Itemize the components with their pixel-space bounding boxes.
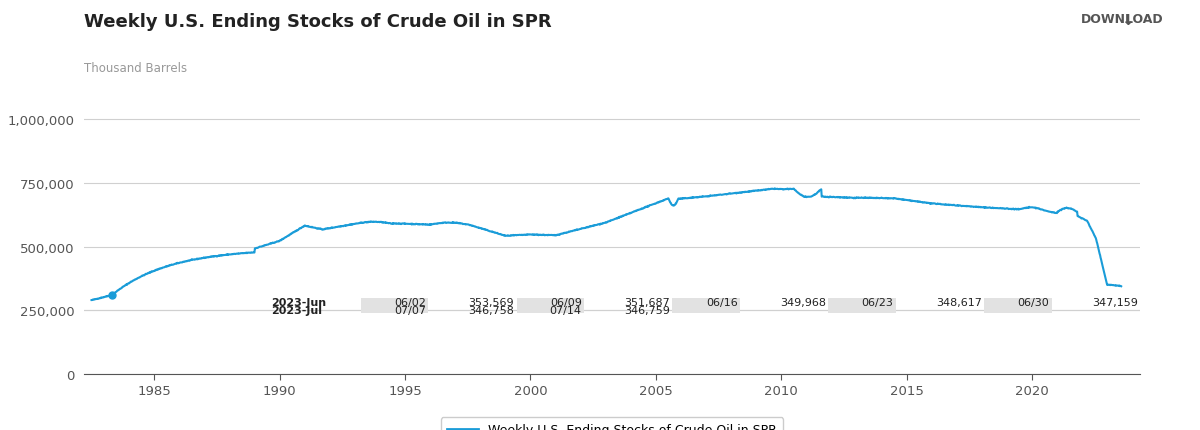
Text: 07/14: 07/14 (550, 305, 582, 315)
Text: 346,758: 346,758 (468, 305, 514, 315)
Text: 07/07: 07/07 (394, 305, 426, 315)
Text: 351,687: 351,687 (624, 297, 670, 307)
Text: 06/30: 06/30 (1018, 297, 1049, 307)
Text: 06/16: 06/16 (706, 297, 738, 307)
Text: Weekly U.S. Ending Stocks of Crude Oil in SPR: Weekly U.S. Ending Stocks of Crude Oil i… (84, 13, 552, 31)
Text: 346,759: 346,759 (624, 305, 670, 315)
Text: ↓: ↓ (1121, 13, 1134, 28)
Text: Thousand Barrels: Thousand Barrels (84, 62, 187, 75)
Legend: Weekly U.S. Ending Stocks of Crude Oil in SPR: Weekly U.S. Ending Stocks of Crude Oil i… (440, 417, 784, 430)
Text: 2023-Jul: 2023-Jul (271, 305, 322, 315)
Text: DOWNLOAD: DOWNLOAD (1081, 13, 1164, 26)
Text: 06/23: 06/23 (862, 297, 893, 307)
Text: 348,617: 348,617 (936, 297, 982, 307)
Text: 06/09: 06/09 (550, 297, 582, 307)
Text: 347,159: 347,159 (1092, 297, 1138, 307)
Text: 06/02: 06/02 (394, 297, 426, 307)
Text: 353,569: 353,569 (468, 297, 514, 307)
Text: 349,968: 349,968 (780, 297, 826, 307)
Text: 2023-Jun: 2023-Jun (271, 297, 326, 307)
